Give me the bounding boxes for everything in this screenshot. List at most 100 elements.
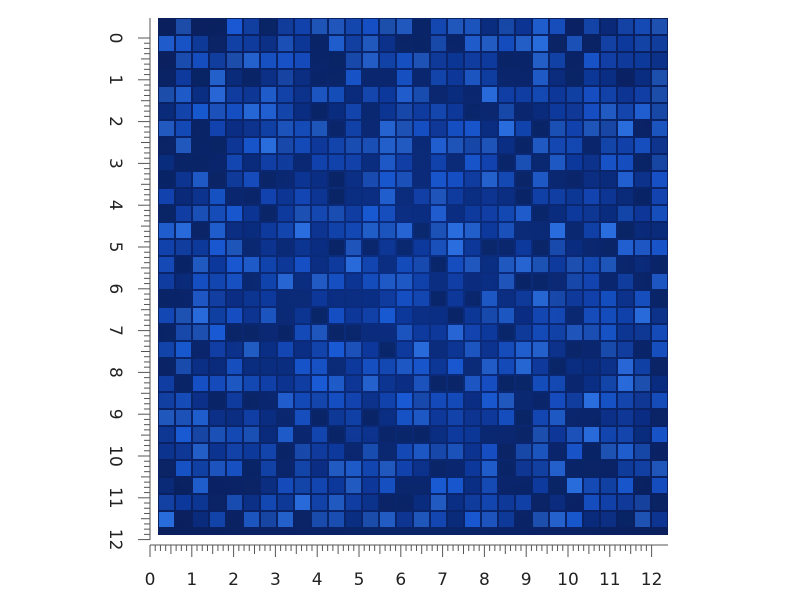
tile xyxy=(601,189,616,204)
tile xyxy=(363,36,378,51)
bottom-ruler-label: 3 xyxy=(270,570,281,590)
tile xyxy=(346,274,361,289)
tile xyxy=(380,36,395,51)
tile xyxy=(550,206,565,221)
tile xyxy=(499,376,514,391)
tile xyxy=(227,172,242,187)
tile xyxy=(159,257,174,272)
tile xyxy=(618,342,633,357)
tile xyxy=(210,223,225,238)
tile xyxy=(482,257,497,272)
tile xyxy=(635,359,650,374)
tile xyxy=(448,427,463,442)
tile xyxy=(261,189,276,204)
tile xyxy=(601,53,616,68)
tile xyxy=(244,444,259,459)
tile xyxy=(159,478,174,493)
tile xyxy=(584,376,599,391)
tile xyxy=(482,87,497,102)
tile xyxy=(482,478,497,493)
tile xyxy=(295,70,310,85)
tile xyxy=(227,155,242,170)
tile xyxy=(448,104,463,119)
tile xyxy=(499,189,514,204)
tile xyxy=(618,172,633,187)
tile xyxy=(397,19,412,34)
tile xyxy=(261,274,276,289)
tile xyxy=(159,223,174,238)
bottom-ruler-label: 8 xyxy=(479,570,490,590)
tile xyxy=(380,206,395,221)
left-ruler-label: 7 xyxy=(105,325,125,336)
tile xyxy=(431,70,446,85)
tile xyxy=(278,257,293,272)
tile xyxy=(448,70,463,85)
tile xyxy=(312,257,327,272)
tile xyxy=(533,274,548,289)
tile xyxy=(567,444,582,459)
tile xyxy=(516,138,531,153)
tile xyxy=(261,410,276,425)
tile xyxy=(431,410,446,425)
tile xyxy=(431,512,446,527)
tile xyxy=(465,172,480,187)
tile xyxy=(397,257,412,272)
tile xyxy=(550,495,565,510)
tile xyxy=(397,36,412,51)
tile xyxy=(601,376,616,391)
tile xyxy=(176,36,191,51)
tile xyxy=(618,308,633,323)
tile xyxy=(652,19,667,34)
tile xyxy=(329,206,344,221)
tile xyxy=(635,257,650,272)
tile xyxy=(414,495,429,510)
tile xyxy=(193,70,208,85)
tile xyxy=(261,206,276,221)
tile xyxy=(448,325,463,340)
tile xyxy=(244,87,259,102)
tile xyxy=(312,342,327,357)
tile xyxy=(652,53,667,68)
tile xyxy=(448,410,463,425)
tile xyxy=(550,359,565,374)
tile xyxy=(329,121,344,136)
tile xyxy=(635,461,650,476)
tile xyxy=(227,257,242,272)
tile xyxy=(635,393,650,408)
tile xyxy=(533,87,548,102)
tile xyxy=(652,223,667,238)
tile xyxy=(584,325,599,340)
tile xyxy=(278,87,293,102)
tile xyxy=(448,206,463,221)
tile xyxy=(635,291,650,306)
tile xyxy=(227,444,242,459)
tile xyxy=(431,308,446,323)
tile xyxy=(312,291,327,306)
tile xyxy=(618,359,633,374)
tile xyxy=(618,495,633,510)
tile xyxy=(176,359,191,374)
tile xyxy=(261,172,276,187)
tile xyxy=(601,427,616,442)
tile xyxy=(533,206,548,221)
tile xyxy=(499,138,514,153)
tile xyxy=(159,36,174,51)
tile xyxy=(363,359,378,374)
tile xyxy=(244,257,259,272)
tile xyxy=(380,53,395,68)
tile xyxy=(618,87,633,102)
tile xyxy=(414,393,429,408)
tile xyxy=(380,495,395,510)
tile xyxy=(448,19,463,34)
tile xyxy=(431,189,446,204)
tile xyxy=(346,461,361,476)
tile xyxy=(176,444,191,459)
tile xyxy=(499,155,514,170)
tile xyxy=(363,308,378,323)
tile xyxy=(567,121,582,136)
tile xyxy=(244,342,259,357)
tile xyxy=(312,495,327,510)
tile xyxy=(159,495,174,510)
tile xyxy=(261,138,276,153)
tile xyxy=(618,36,633,51)
